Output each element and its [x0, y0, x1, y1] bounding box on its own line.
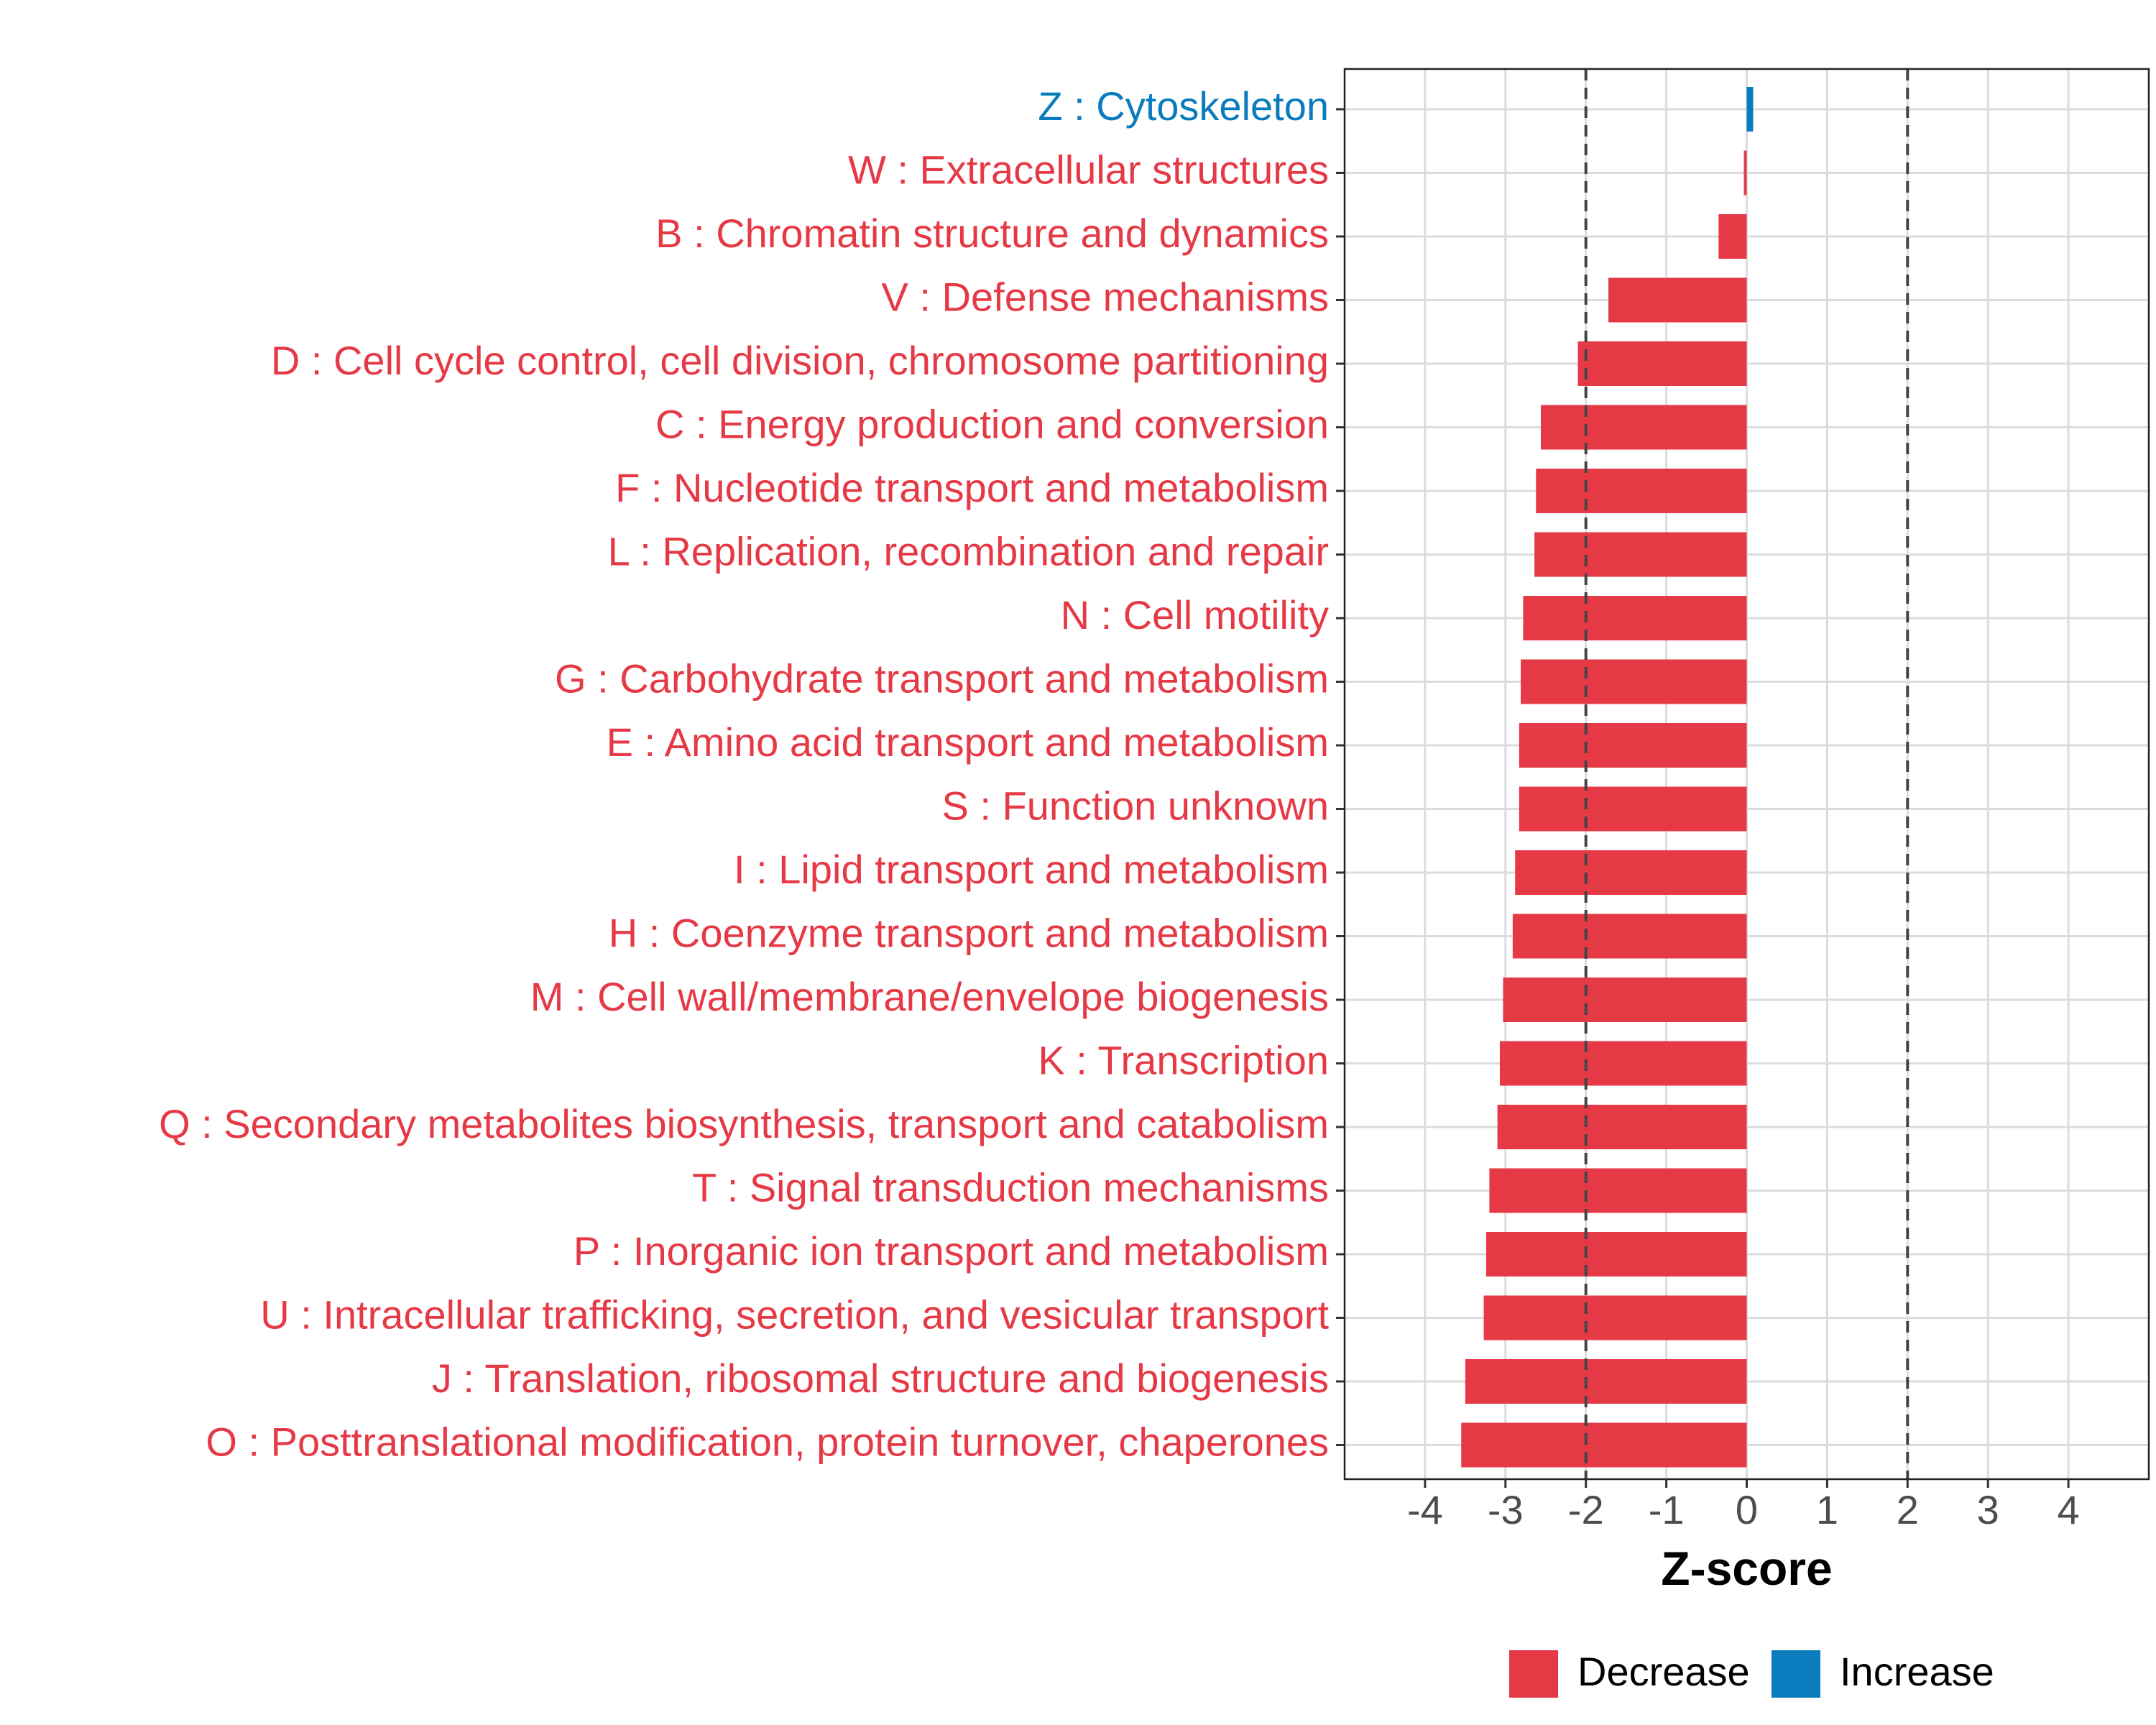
category-label: D : Cell cycle control, cell division, c… [271, 338, 1329, 383]
bar [1499, 1041, 1747, 1086]
category-label: J : Translation, ribosomal structure and… [432, 1356, 1329, 1401]
x-tick-label: 4 [2058, 1487, 2080, 1532]
category-label: W : Extracellular structures [848, 147, 1329, 192]
bar [1534, 532, 1747, 577]
legend-label: Decrease [1577, 1649, 1750, 1694]
bar [1536, 469, 1747, 513]
bar [1746, 87, 1754, 132]
x-tick-label: -4 [1407, 1487, 1443, 1532]
bar [1483, 1295, 1747, 1340]
category-label: E : Amino acid transport and metabolism [607, 719, 1329, 765]
category-label: B : Chromatin structure and dynamics [655, 211, 1329, 256]
category-label: S : Function unknown [941, 783, 1329, 828]
bar [1718, 214, 1747, 259]
bar [1485, 1232, 1747, 1276]
bar [1503, 978, 1747, 1022]
category-label: V : Defense mechanisms [882, 274, 1329, 319]
category-label: Z : Cytoskeleton [1038, 83, 1329, 129]
legend-swatch [1509, 1650, 1558, 1698]
category-label: M : Cell wall/membrane/envelope biogenes… [530, 974, 1329, 1019]
category-label: G : Carbohydrate transport and metabolis… [555, 656, 1329, 701]
bar [1489, 1168, 1747, 1213]
x-tick-label: -3 [1488, 1487, 1524, 1532]
bar [1497, 1105, 1747, 1149]
x-tick-label: -1 [1649, 1487, 1685, 1532]
category-label: U : Intracellular trafficking, secretion… [260, 1292, 1329, 1337]
bar [1461, 1422, 1747, 1468]
bar [1523, 596, 1747, 640]
legend-label: Increase [1840, 1649, 1994, 1694]
bar [1515, 850, 1747, 895]
category-label: H : Coenzyme transport and metabolism [609, 910, 1329, 955]
category-label: L : Replication, recombination and repai… [608, 528, 1329, 574]
bar [1519, 786, 1747, 832]
bar [1465, 1359, 1747, 1404]
x-tick-label: 1 [1816, 1487, 1838, 1532]
x-tick-label: 3 [1977, 1487, 1999, 1532]
x-tick-label: 2 [1897, 1487, 1919, 1532]
x-tick-label: -2 [1568, 1487, 1604, 1532]
bar [1541, 405, 1747, 450]
category-label: T : Signal transduction mechanisms [692, 1164, 1329, 1210]
x-tick-label: 0 [1736, 1487, 1758, 1532]
x-axis-title: Z-score [1661, 1542, 1832, 1595]
bar [1743, 150, 1747, 196]
category-label: C : Energy production and conversion [655, 401, 1329, 446]
category-label: N : Cell motility [1061, 592, 1329, 638]
bar [1608, 277, 1747, 323]
category-label: F : Nucleotide transport and metabolism [615, 465, 1329, 510]
bar [1512, 914, 1747, 959]
legend-swatch [1772, 1650, 1820, 1698]
bar [1519, 723, 1747, 768]
bar [1521, 659, 1747, 704]
bar [1577, 341, 1747, 386]
category-label: P : Inorganic ion transport and metaboli… [573, 1228, 1329, 1274]
category-label: O : Posttranslational modification, prot… [206, 1419, 1329, 1464]
category-label: Q : Secondary metabolites biosynthesis, … [159, 1101, 1329, 1146]
category-label: I : Lipid transport and metabolism [734, 847, 1329, 892]
category-label: K : Transcription [1038, 1037, 1329, 1082]
